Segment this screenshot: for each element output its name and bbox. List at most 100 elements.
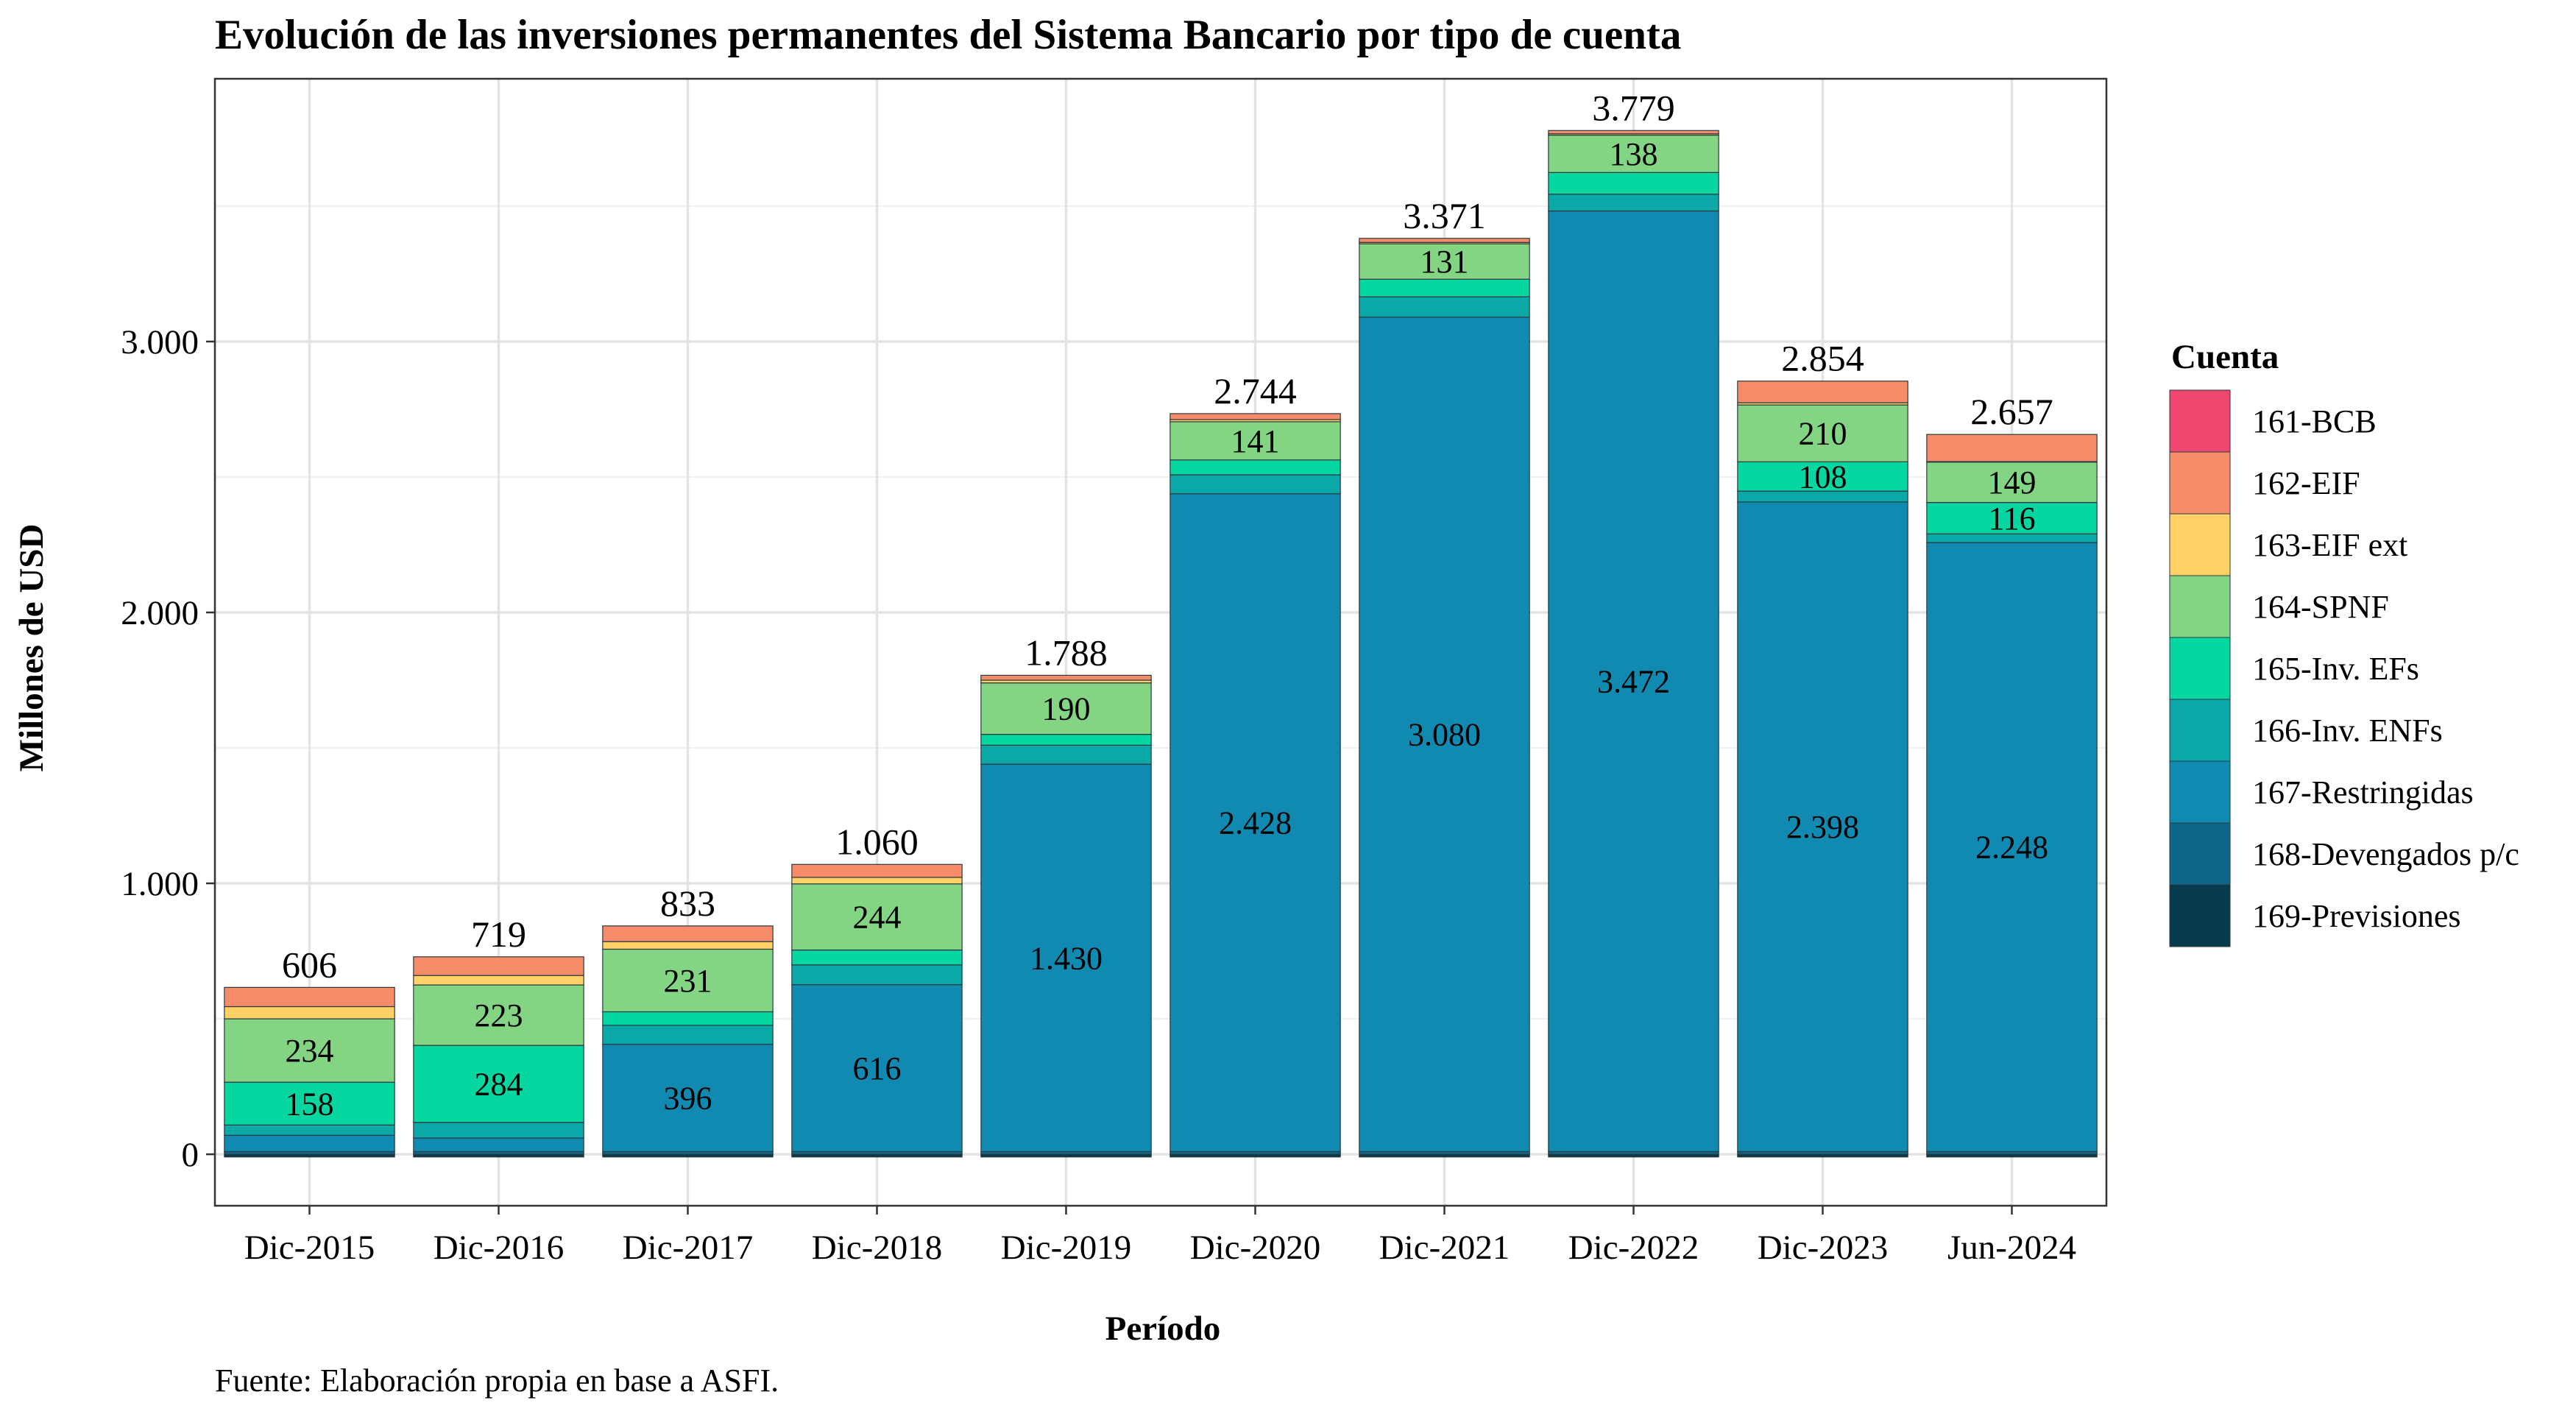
- segment-value-label: 190: [1042, 691, 1091, 727]
- bar-segment-164-spnf: [1170, 421, 1341, 461]
- x-tick-label: Dic-2020: [1190, 1229, 1321, 1267]
- bar-segment-167-restringidas: [602, 1044, 774, 1152]
- segment-value-label: 131: [1420, 244, 1469, 280]
- y-axis-title: Millones de USD: [13, 524, 51, 772]
- y-axis: 0 1.000 2.000 3.000: [121, 323, 215, 1174]
- bar-segment-167-restringidas: [1737, 501, 1908, 1152]
- bar-segment-165-inv-efs: [1359, 278, 1530, 297]
- bar-segment-165-inv-efs: [602, 1011, 774, 1026]
- segment-value-label: 616: [853, 1050, 902, 1086]
- bar-segment-163-eif-ext: [224, 1006, 395, 1020]
- bar-segment-167-restringidas: [413, 1137, 584, 1152]
- legend-label: 169-Previsiones: [2252, 898, 2461, 934]
- x-tick-label: Dic-2022: [1568, 1229, 1699, 1267]
- segment-value-label: 244: [853, 900, 902, 936]
- bar-segment-165-inv-efs: [1926, 501, 2098, 534]
- total-value-label: 719: [471, 914, 526, 955]
- bar-segment-164-spnf: [224, 1018, 395, 1083]
- bars: [224, 130, 2098, 1158]
- segment-value-label: 234: [286, 1033, 334, 1069]
- segment-value-label: 108: [1799, 459, 1847, 495]
- bar-segment-165-inv-efs: [980, 734, 1152, 746]
- total-value-label: 2.744: [1214, 370, 1297, 411]
- total-value-label: 606: [282, 944, 337, 985]
- legend-swatch: [2169, 513, 2231, 576]
- legend-title: Cuenta: [2171, 338, 2279, 376]
- total-value-label: 3.779: [1592, 87, 1675, 128]
- legend-label: 167-Restringidas: [2252, 774, 2474, 810]
- total-value-label: 1.060: [835, 821, 919, 862]
- x-tick-label: Jun-2024: [1947, 1229, 2076, 1267]
- caption: Fuente: Elaboración propia en base a ASF…: [215, 1363, 779, 1399]
- bar-segment-165-inv-efs: [1170, 459, 1341, 476]
- legend-swatch: [2169, 637, 2231, 700]
- segment-labels: 158 234 284 223 396 231 616 244 1.430 190 2.428 141…: [286, 136, 2049, 1122]
- bar-segment-166-inv-enfs: [224, 1124, 395, 1136]
- bar-segment-164-spnf: [413, 984, 584, 1046]
- y-tick-label: 2.000: [121, 594, 199, 632]
- legend: Cuenta 161-BCB 162-EIF 163-EIF ext 164-SPNF…: [2169, 338, 2519, 947]
- segment-value-label: 3.472: [1597, 663, 1670, 699]
- bar-segment-162-eif: [1926, 434, 2098, 462]
- bar-segment-165-inv-efs: [224, 1081, 395, 1126]
- segment-value-label: 1.430: [1030, 940, 1103, 976]
- x-axis: Dic-2015 Dic-2016 Dic-2017 Dic-2018 Dic-2019…: [244, 1206, 2076, 1267]
- segment-value-label: 2.248: [1975, 830, 2048, 866]
- bar-segment-162-eif: [1737, 381, 1908, 403]
- legend-label: 168-Devengados p/c: [2252, 836, 2519, 872]
- bar-segment-163-eif-ext: [413, 975, 584, 986]
- legend-swatch: [2169, 389, 2231, 453]
- segment-value-label: 2.398: [1786, 809, 1859, 845]
- total-value-label: 2.854: [1781, 338, 1864, 379]
- bar-segment-167-restringidas: [1170, 493, 1341, 1152]
- bar-segment-167-restringidas: [1548, 210, 1719, 1152]
- bar-segment-166-inv-enfs: [791, 964, 963, 986]
- bar-segment-166-inv-enfs: [980, 744, 1152, 765]
- segment-value-label: 138: [1610, 136, 1658, 172]
- bar-segment-166-inv-enfs: [413, 1122, 584, 1139]
- bar-segment-164-spnf: [791, 883, 963, 951]
- legend-label: 162-EIF: [2252, 465, 2360, 501]
- segment-value-label: 116: [1988, 501, 2035, 537]
- bar-segment-162-eif: [413, 956, 584, 976]
- bar-segment-162-eif: [1359, 238, 1530, 243]
- legend-swatch: [2169, 575, 2231, 638]
- bar-segment-165-inv-efs: [413, 1045, 584, 1123]
- bar-segment-166-inv-enfs: [1548, 194, 1719, 212]
- segment-value-label: 210: [1799, 416, 1847, 452]
- bar-segment-165-inv-efs: [1737, 461, 1908, 492]
- segment-value-label: 231: [664, 963, 712, 999]
- total-value-label: 3.371: [1403, 195, 1486, 236]
- legend-swatch: [2169, 822, 2231, 886]
- bar-segment-165-inv-efs: [1548, 172, 1719, 195]
- bar-segment-165-inv-efs: [791, 949, 963, 966]
- x-tick-label: Dic-2023: [1758, 1229, 1889, 1267]
- bar-segment-166-inv-enfs: [602, 1025, 774, 1045]
- x-tick-label: Dic-2018: [812, 1229, 943, 1267]
- x-tick-label: Dic-2016: [434, 1229, 565, 1267]
- bar-segment-167-restringidas: [1359, 317, 1530, 1152]
- legend-label: 166-Inv. ENFs: [2252, 713, 2443, 749]
- chart-title: Evolución de las inversiones permanentes…: [215, 12, 1681, 58]
- segment-value-label: 141: [1231, 423, 1280, 459]
- y-tick-label: 3.000: [121, 323, 199, 361]
- bar-segment-162-eif: [224, 986, 395, 1008]
- legend-label: 164-SPNF: [2252, 589, 2389, 625]
- bar-segment-167-restringidas: [791, 984, 963, 1152]
- total-labels: 606 719 833 1.060 1.788 2.744 3.371 3.779 2.854 2…: [282, 87, 2053, 985]
- segment-value-label: 284: [475, 1066, 523, 1102]
- bar-segment-167-restringidas: [224, 1134, 395, 1152]
- x-axis-title: Período: [1105, 1310, 1221, 1348]
- total-value-label: 2.657: [1970, 391, 2053, 432]
- bar-segment-162-eif: [791, 863, 963, 878]
- legend-swatch: [2169, 884, 2231, 947]
- bar-segment-167-restringidas: [1926, 542, 2098, 1152]
- x-tick-label: Dic-2015: [244, 1229, 375, 1267]
- bar-segment-164-spnf: [1737, 404, 1908, 462]
- bar-segment-166-inv-enfs: [1359, 296, 1530, 318]
- segment-value-label: 396: [664, 1081, 712, 1117]
- legend-label: 161-BCB: [2252, 403, 2377, 439]
- segment-value-label: 149: [1988, 464, 2037, 501]
- bar-segment-163-eif-ext: [602, 941, 774, 950]
